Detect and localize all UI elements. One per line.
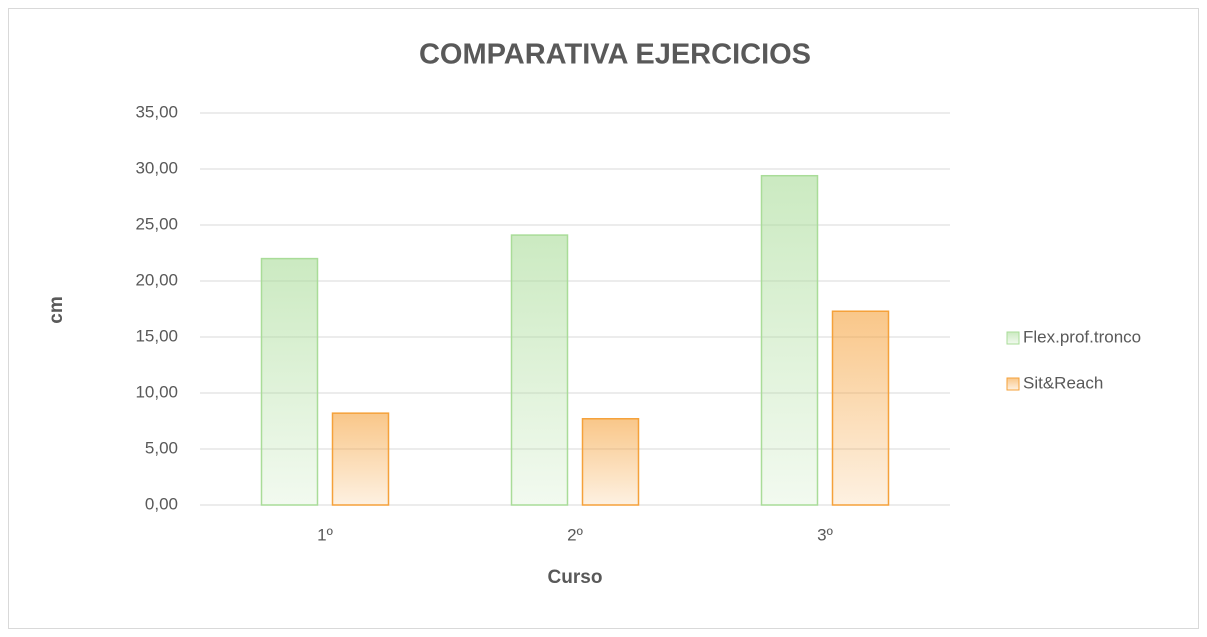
legend-swatch [1006, 331, 1020, 345]
bar [260, 257, 319, 506]
bar [510, 234, 569, 506]
legend-label: Flex.prof.tronco [1023, 327, 1141, 346]
y-tick-label: 10,00 [135, 382, 178, 401]
y-tick-label: 30,00 [135, 158, 178, 177]
y-tick-label: 35,00 [135, 102, 178, 121]
bar [581, 418, 640, 506]
y-tick-label: 15,00 [135, 326, 178, 345]
x-tick-label: 2º [567, 525, 583, 544]
y-tick-label: 20,00 [135, 270, 178, 289]
legend-label: Sit&Reach [1023, 373, 1103, 392]
chart-title: COMPARATIVA EJERCICIOS [419, 39, 811, 71]
bar [760, 174, 819, 506]
bar [831, 310, 890, 506]
y-tick-label: 5,00 [145, 438, 178, 457]
y-tick-label: 0,00 [145, 494, 178, 513]
x-tick-label: 3º [817, 525, 833, 544]
legend-swatch [1006, 377, 1020, 391]
y-axis-label: cm [46, 296, 67, 323]
y-tick-label: 25,00 [135, 214, 178, 233]
x-tick-label: 1º [317, 525, 333, 544]
x-axis-label: Curso [548, 567, 603, 588]
chart-frame [8, 8, 1199, 629]
bar [331, 412, 390, 506]
